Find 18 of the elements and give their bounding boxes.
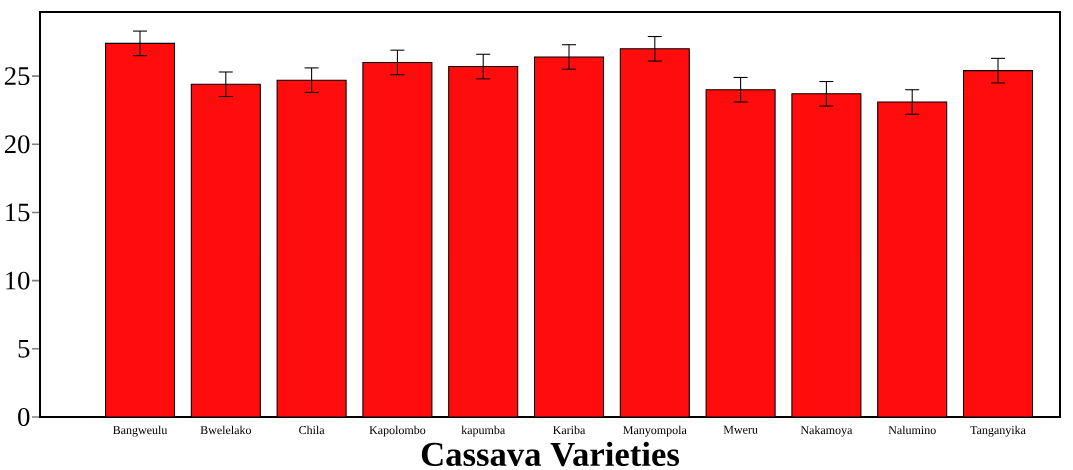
y-tick-label: 5 xyxy=(18,339,30,358)
x-tick-label: Tanganyika xyxy=(970,425,1026,437)
x-tick-label: Nalumino xyxy=(888,425,936,435)
y-tick-label: 15 xyxy=(6,203,30,222)
x-tick-label: Bwelelako xyxy=(200,425,252,435)
x-tick-label: Mweru xyxy=(723,425,758,434)
y-tick-label: 20 xyxy=(4,135,30,154)
x-tick-label: Chila xyxy=(299,425,325,435)
x-axis-title: Cassava Varieties xyxy=(421,441,680,467)
y-tick-label: 10 xyxy=(6,271,30,290)
y-tick-label: 25 xyxy=(4,67,30,86)
x-tick-label: Manyompola xyxy=(623,425,687,437)
x-tick-label: Kapolombo xyxy=(369,425,426,437)
x-tick-label: Nakamoya xyxy=(800,425,853,437)
y-tick-label: 0 xyxy=(18,407,30,426)
x-tick-label: kapumba xyxy=(461,425,506,437)
x-tick-label: Bangweulu xyxy=(113,425,168,437)
x-tick-label: Kariba xyxy=(553,425,586,435)
